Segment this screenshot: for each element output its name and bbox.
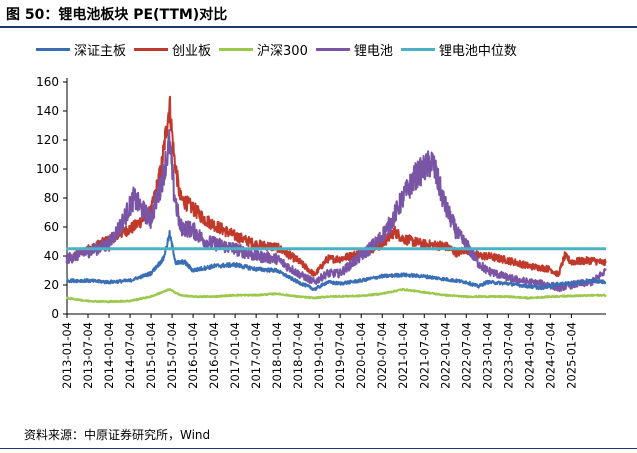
y-tick-label: 20: [44, 278, 59, 292]
x-tick-label: 2025-01-04: [564, 322, 578, 389]
x-tick-label: 2024-01-04: [522, 322, 536, 389]
x-tick-label: 2019-07-04: [333, 322, 347, 389]
x-tick-label: 2014-07-04: [123, 322, 137, 389]
x-tick-label: 2022-01-04: [438, 322, 452, 389]
x-tick-label: 2015-07-04: [165, 322, 179, 389]
x-tick-label: 2017-07-04: [249, 322, 263, 389]
legend-swatch-hushen300: [219, 48, 254, 51]
legend-item-lithium: 锂电池: [315, 40, 393, 59]
x-tick-label: 2022-07-04: [459, 322, 473, 389]
legend-swatch-chinext: [134, 48, 169, 51]
x-tick-label: 2018-01-04: [270, 322, 284, 389]
y-tick-label: 100: [36, 162, 59, 176]
x-tick-label: 2020-07-04: [375, 322, 389, 389]
y-tick-label: 60: [44, 220, 59, 234]
legend-label-lithium: 锂电池: [353, 44, 393, 59]
series-line-hushen300: [66, 287, 607, 304]
y-tick-label: 140: [36, 104, 59, 118]
x-tick-label: 2016-01-04: [186, 322, 200, 389]
x-tick-label: 2014-01-04: [102, 322, 116, 389]
x-tick-label: 2024-07-04: [543, 322, 557, 389]
chart-title: 图 50：锂电池板块 PE(TTM)对比: [6, 7, 228, 23]
y-tick-label: 80: [44, 191, 59, 205]
legend-label-chinext: 创业板: [172, 44, 212, 59]
x-tick-label: 2018-07-04: [291, 322, 305, 389]
source-note: 资料来源：中原证券研究所，Wind: [24, 428, 211, 442]
x-tick-label: 2021-07-04: [417, 322, 431, 389]
y-tick-label: 0: [51, 307, 59, 321]
legend-item-shenzhen-main: 深证主板: [36, 40, 126, 59]
x-tick-label: 2023-07-04: [501, 322, 515, 389]
legend-item-lithium-median: 锂电池中位数: [400, 40, 517, 59]
x-tick-label: 2016-07-04: [207, 322, 221, 389]
series-line-chinext: [65, 95, 607, 278]
x-tick-label: 2013-01-04: [60, 322, 74, 389]
series-line-shenzhen-main: [65, 229, 607, 291]
x-tick-label: 2017-01-04: [228, 322, 242, 389]
title-divider: [0, 26, 637, 28]
legend-item-chinext: 创业板: [134, 40, 211, 59]
x-tick-label: 2021-01-04: [396, 322, 410, 389]
legend-swatch-shenzhen-main: [36, 48, 70, 51]
legend-item-hushen300: 沪深300: [219, 40, 308, 59]
x-tick-label: 2015-01-04: [144, 322, 158, 389]
x-tick-label: 2023-01-04: [480, 322, 494, 389]
legend-swatch-lithium-median: [400, 48, 435, 51]
y-tick-label: 120: [36, 133, 59, 147]
x-tick-label: 2019-01-04: [312, 322, 326, 389]
y-tick-label: 160: [36, 75, 59, 89]
x-tick-label: 2013-07-04: [81, 322, 95, 389]
footer-divider: [0, 448, 637, 449]
legend-label-lithium-median: 锂电池中位数: [438, 44, 517, 59]
x-tick-label: 2020-01-04: [354, 322, 368, 389]
y-tick-label: 40: [44, 249, 59, 263]
series-line-lithium: [65, 129, 607, 293]
legend-swatch-lithium: [315, 48, 350, 51]
legend-label-hushen300: 沪深300: [257, 44, 308, 59]
legend-label-shenzhen-main: 深证主板: [74, 44, 127, 59]
chart-legend: 深证主板 创业板 沪深300 锂电池 锂电池中位数: [36, 40, 525, 59]
